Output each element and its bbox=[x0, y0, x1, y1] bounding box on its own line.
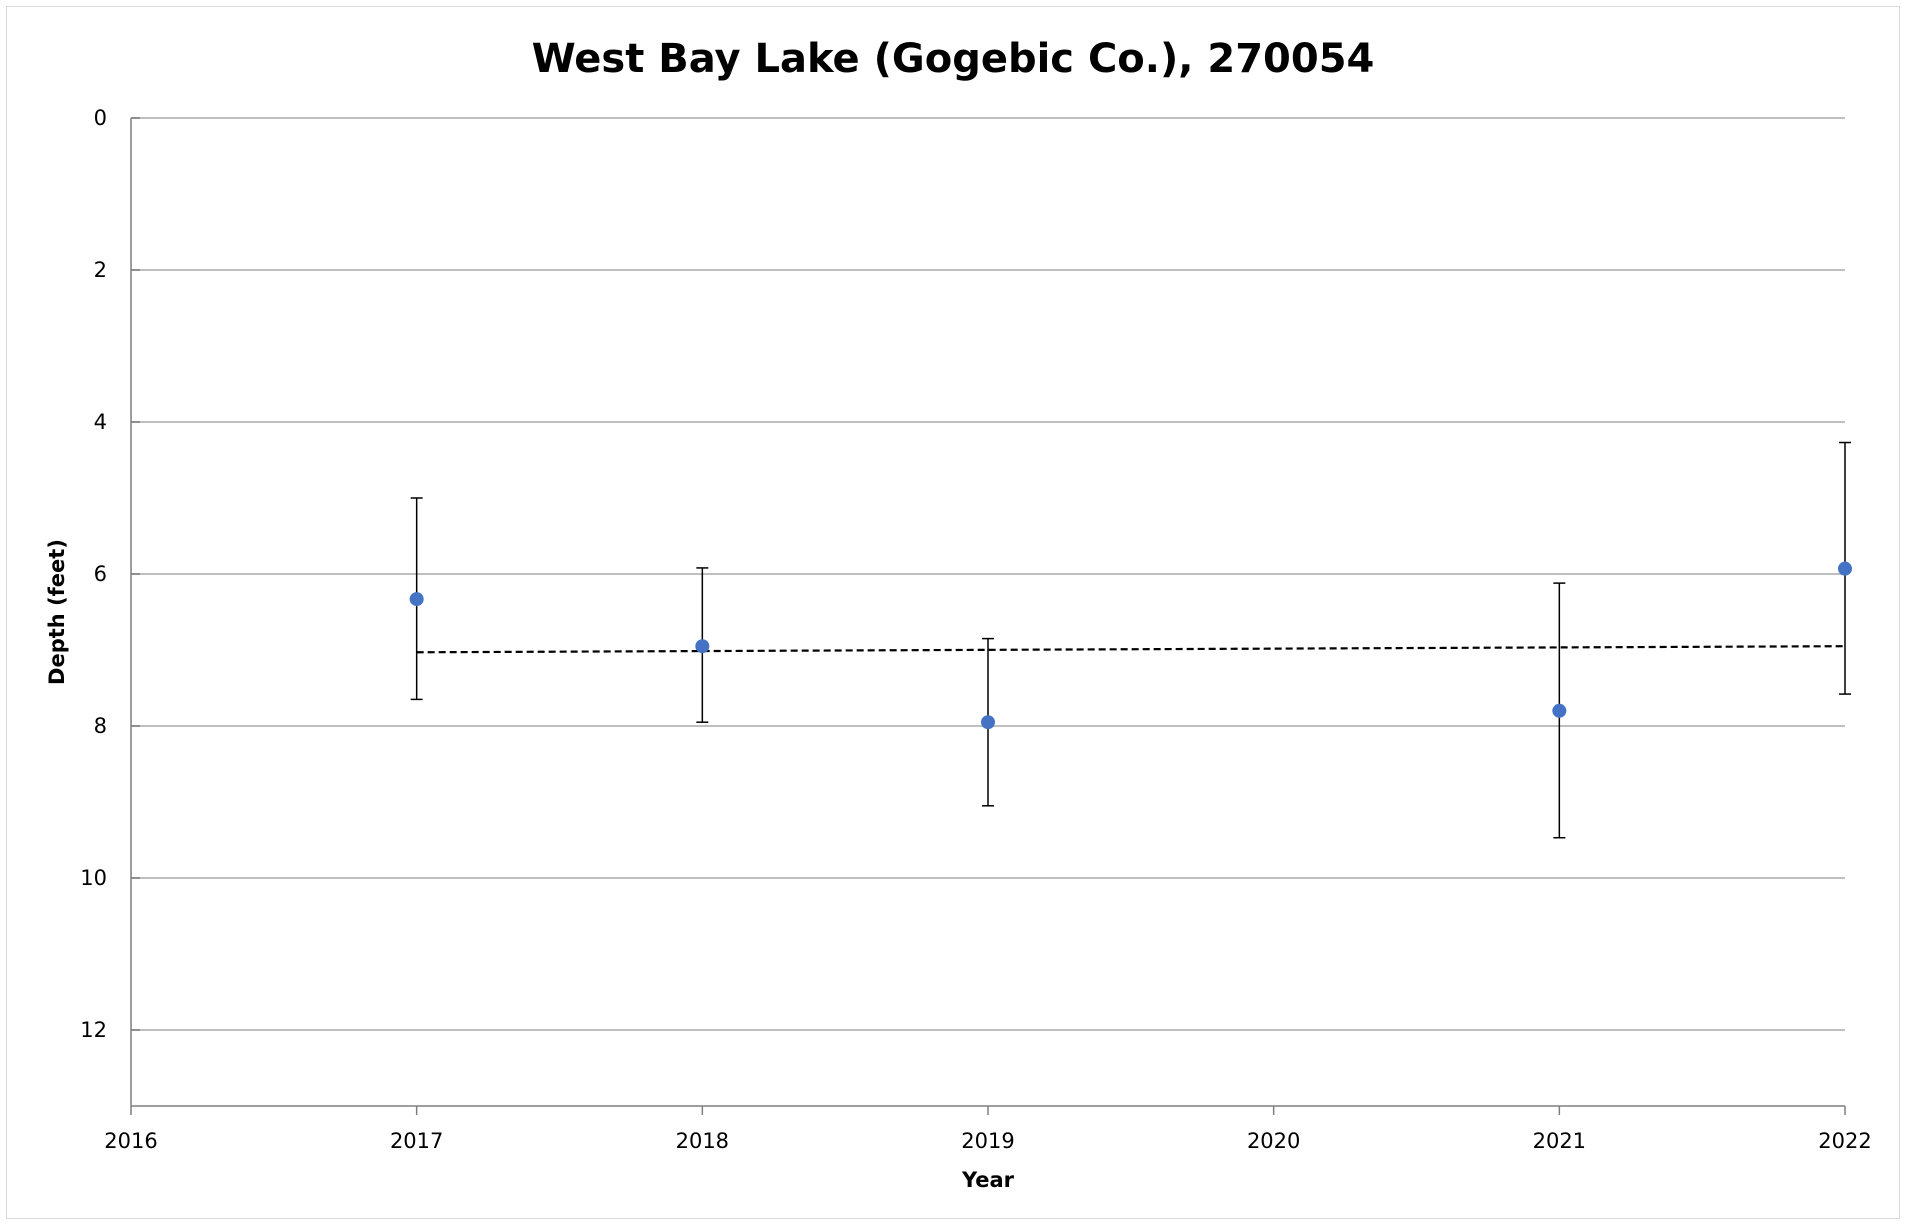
data-point bbox=[695, 639, 710, 654]
data-point bbox=[1552, 703, 1567, 718]
y-tick-label: 6 bbox=[94, 562, 107, 586]
x-tick-label: 2021 bbox=[1533, 1129, 1586, 1153]
data-point bbox=[409, 592, 424, 607]
x-tick-label: 2019 bbox=[961, 1129, 1014, 1153]
data-point bbox=[1838, 561, 1852, 576]
axes bbox=[130, 117, 1846, 1115]
chart-frame bbox=[6, 6, 1900, 1219]
y-tick-label: 12 bbox=[80, 1018, 107, 1042]
data-points bbox=[409, 561, 1852, 730]
x-tick-label: 2017 bbox=[390, 1129, 443, 1153]
y-tick-label: 4 bbox=[94, 410, 107, 434]
trendline-segment bbox=[416, 645, 1846, 654]
y-tick-label: 0 bbox=[94, 106, 107, 130]
y-tick-label: 2 bbox=[94, 258, 107, 282]
gridlines bbox=[131, 117, 1845, 1031]
trendline bbox=[416, 645, 1846, 654]
x-tick-label: 2020 bbox=[1247, 1129, 1300, 1153]
x-tick-label: 2018 bbox=[676, 1129, 729, 1153]
data-point bbox=[981, 715, 995, 730]
error-bars bbox=[410, 441, 1851, 839]
chart-title: West Bay Lake (Gogebic Co.), 270054 bbox=[532, 36, 1375, 82]
x-axis-label: Year bbox=[961, 1168, 1015, 1192]
x-tick-label: 2022 bbox=[1818, 1129, 1871, 1153]
x-tick-labels: 2016 2017 2018 2019 2020 2021 2022 bbox=[104, 1129, 1871, 1153]
y-axis-label: Depth (feet) bbox=[45, 539, 69, 685]
y-tick-labels: 0 2 4 6 8 10 12 bbox=[80, 106, 107, 1042]
x-tick-label: 2016 bbox=[104, 1129, 157, 1153]
y-tick-label: 10 bbox=[80, 866, 107, 890]
y-tick-label: 8 bbox=[94, 714, 107, 738]
